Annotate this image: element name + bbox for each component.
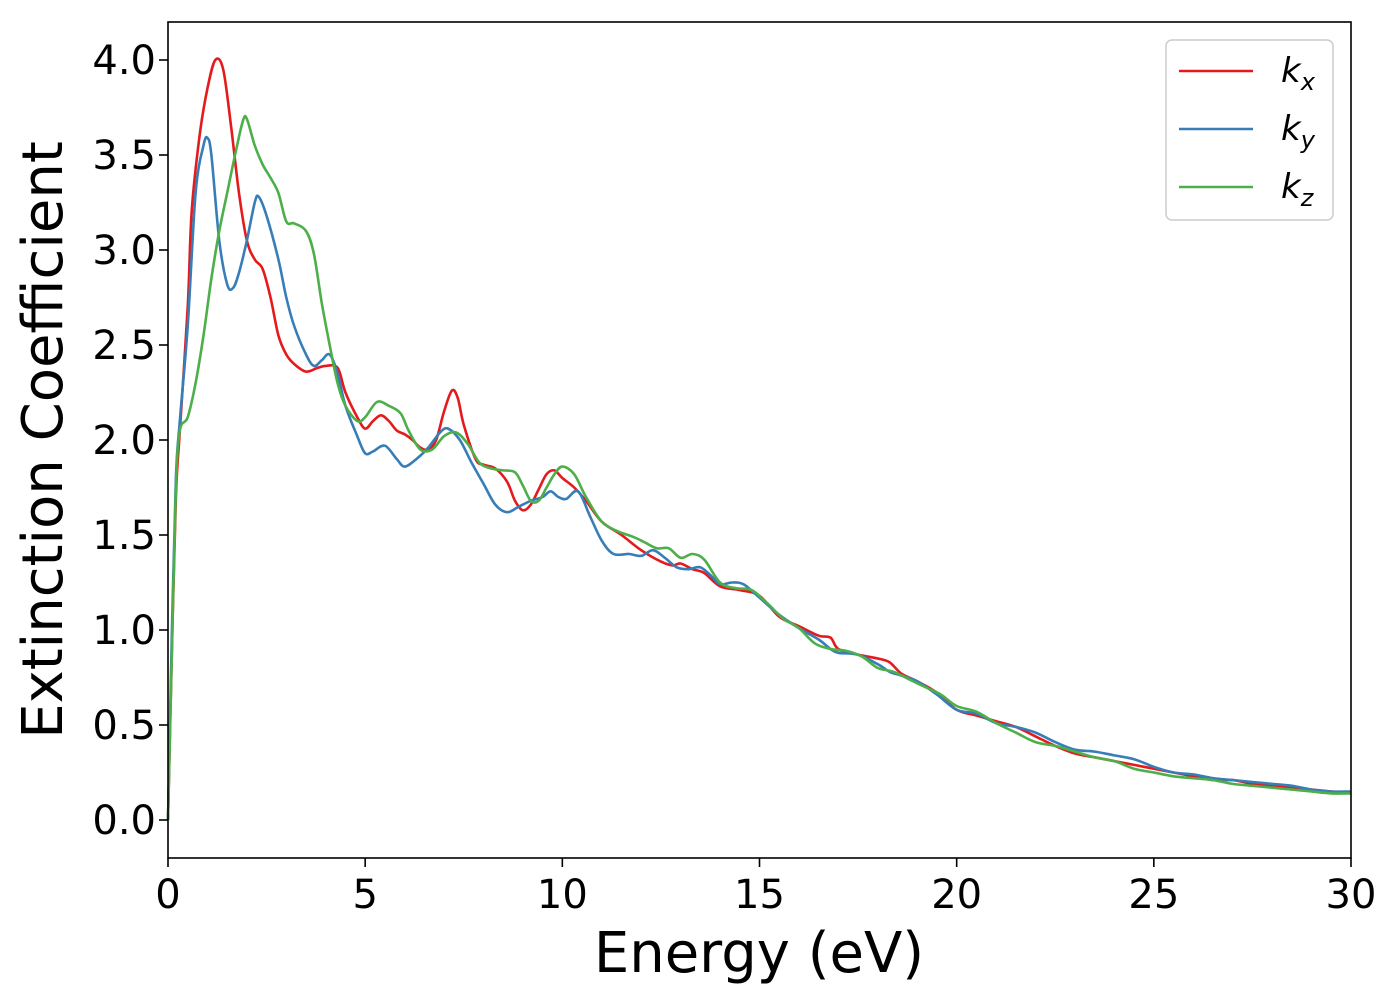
y-axis-ticks: 0.0 0.5 1.0 1.5 2.0 2.5 3.0 3.5 4.0 (92, 38, 168, 844)
y-axis-title: Extinction Coefficient (11, 141, 76, 739)
y-tick-label: 2.5 (92, 323, 156, 369)
x-tick-label: 5 (352, 872, 377, 918)
y-tick-label: 0.5 (92, 703, 156, 749)
x-tick-label: 15 (734, 872, 785, 918)
series-line-kx (166, 57, 1352, 821)
y-tick-label: 1.5 (92, 513, 156, 559)
x-tick-label: 10 (537, 872, 588, 918)
series-line-ky (166, 135, 1352, 821)
x-axis-ticks: 0 5 10 15 20 25 30 (155, 858, 1376, 918)
y-tick-label: 3.0 (92, 228, 156, 274)
x-tick-label: 25 (1128, 872, 1179, 918)
series-layer (166, 57, 1352, 821)
y-tick-label: 0.0 (92, 798, 156, 844)
series-line-kz (166, 114, 1352, 821)
y-tick-label: 1.0 (92, 608, 156, 654)
x-tick-label: 0 (155, 872, 180, 918)
x-tick-label: 20 (931, 872, 982, 918)
x-tick-label: 30 (1326, 872, 1377, 918)
y-tick-label: 4.0 (92, 38, 156, 84)
y-tick-label: 3.5 (92, 133, 156, 179)
y-tick-label: 2.0 (92, 418, 156, 464)
x-axis-title: Energy (eV) (594, 921, 924, 986)
